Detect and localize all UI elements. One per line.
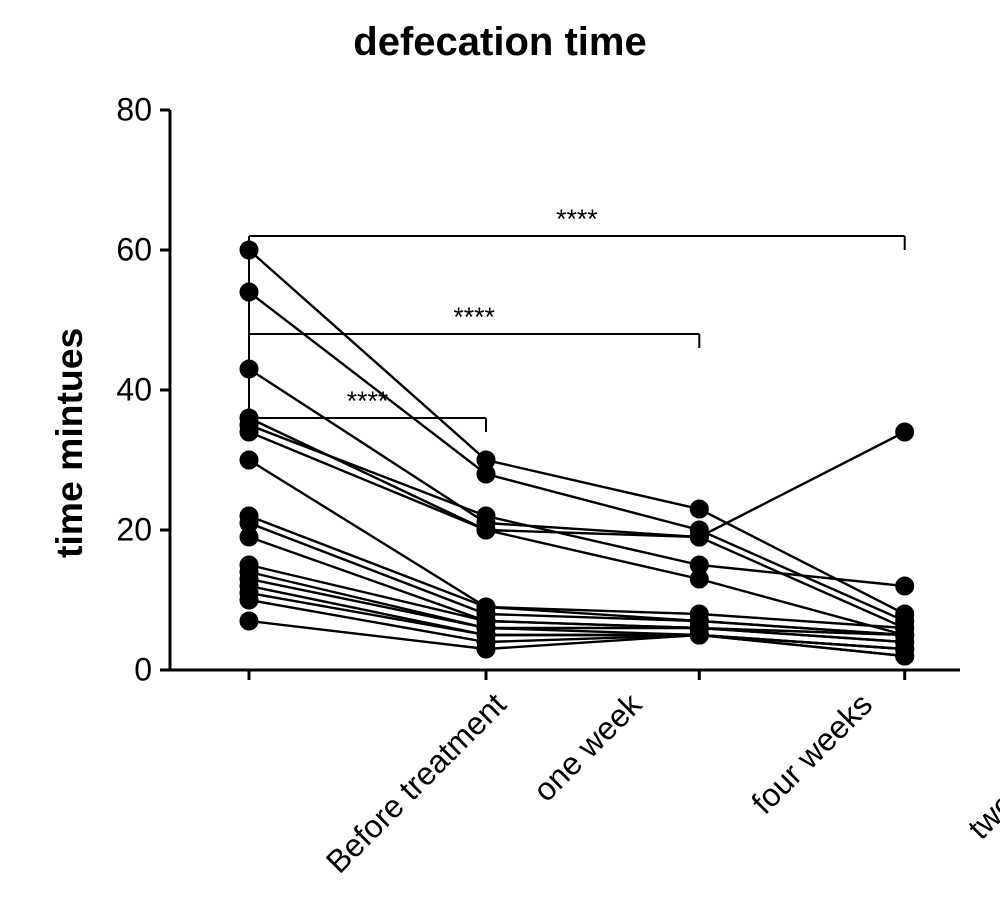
data-point [896, 577, 914, 595]
data-point [240, 528, 258, 546]
data-point [896, 647, 914, 665]
sig-stars: **** [347, 386, 389, 416]
y-tick-label: 40 [116, 372, 152, 409]
sig-stars: **** [453, 302, 495, 332]
y-axis-label: time mintues [48, 328, 91, 558]
data-point [896, 423, 914, 441]
data-point [690, 500, 708, 518]
y-tick-label: 20 [116, 512, 152, 549]
plot-area: **** **** **** [110, 90, 980, 730]
data-point [690, 570, 708, 588]
data-point [690, 528, 708, 546]
y-tick-label: 0 [134, 652, 152, 689]
data-point [240, 451, 258, 469]
data-point [477, 640, 495, 658]
chart-container: defecation time time mintues ***********… [0, 0, 1000, 897]
chart-title: defecation time [0, 20, 1000, 65]
data-point [477, 465, 495, 483]
y-tick-label: 80 [116, 92, 152, 129]
data-point [240, 612, 258, 630]
data-point [240, 591, 258, 609]
y-tick-label: 60 [116, 232, 152, 269]
data-point [690, 626, 708, 644]
subject-line [249, 460, 905, 628]
data-point [477, 521, 495, 539]
subject-line [249, 418, 905, 537]
sig-stars: **** [556, 204, 598, 234]
